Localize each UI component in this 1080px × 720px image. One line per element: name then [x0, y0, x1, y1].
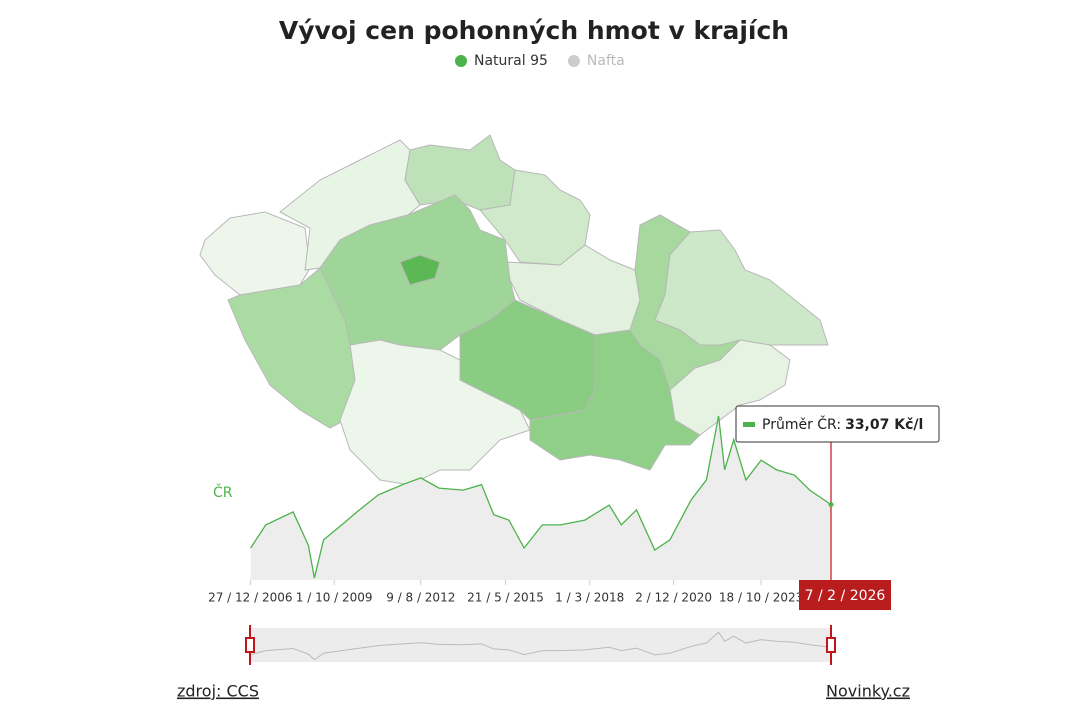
x-tick-label: 27 / 12 / 2006 — [208, 591, 292, 605]
tooltip-value: 33,07 Kč/l — [845, 417, 923, 433]
x-hover-label: 7 / 2 / 2026 — [805, 588, 886, 604]
x-tick-label: 1 / 10 / 2009 — [296, 591, 373, 605]
region — [339, 339, 531, 486]
legend-label[interactable]: Nafta — [587, 53, 625, 69]
navigator[interactable] — [250, 628, 832, 662]
tooltip-box — [735, 405, 940, 443]
hover-point — [828, 502, 834, 508]
series-label: ČR — [213, 483, 233, 501]
tooltip-label: Průměr ČR: — [762, 415, 841, 433]
tooltip-swatch — [743, 422, 755, 427]
x-tick-label: 21 / 5 / 2015 — [467, 591, 544, 605]
region — [199, 211, 311, 296]
brand-link[interactable]: Novinky.cz — [826, 682, 910, 701]
legend-label[interactable]: Natural 95 — [474, 53, 548, 69]
navigator-handle[interactable] — [826, 637, 836, 653]
x-label-box — [799, 580, 891, 610]
region — [404, 134, 516, 211]
legend-dot[interactable] — [455, 55, 467, 67]
x-tick-label: 18 / 10 / 2023 — [719, 591, 803, 605]
region — [399, 254, 441, 286]
source-link[interactable]: zdroj: CCS — [177, 682, 259, 701]
map — [199, 134, 829, 486]
x-tick-label: 1 / 3 / 2018 — [555, 591, 624, 605]
navigator-line — [250, 631, 832, 661]
x-tick-label: 9 / 8 / 2012 — [386, 591, 455, 605]
region — [279, 139, 421, 271]
navigator-handle[interactable] — [245, 637, 255, 653]
title: Vývoj cen pohonných hmot v krajích — [279, 16, 789, 45]
line — [250, 415, 832, 579]
region — [669, 339, 791, 436]
area — [250, 415, 832, 580]
region — [654, 229, 829, 346]
x-tick-label: 2 / 12 / 2020 — [635, 591, 712, 605]
legend-dot[interactable] — [567, 55, 580, 67]
